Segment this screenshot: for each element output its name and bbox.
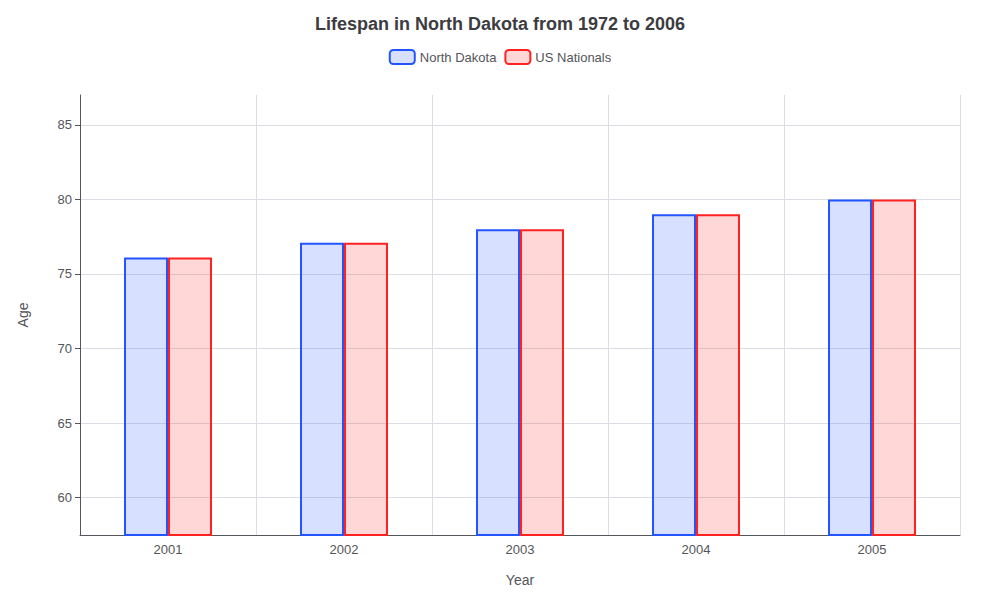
svg-text:60: 60 — [58, 490, 72, 505]
svg-text:2003: 2003 — [506, 542, 535, 557]
svg-text:65: 65 — [58, 416, 72, 431]
svg-text:2004: 2004 — [682, 542, 711, 557]
svg-text:US Nationals: US Nationals — [535, 50, 611, 65]
svg-text:Year: Year — [506, 572, 535, 588]
svg-text:2002: 2002 — [330, 542, 359, 557]
svg-text:North Dakota: North Dakota — [420, 50, 497, 65]
svg-text:80: 80 — [58, 192, 72, 207]
svg-text:70: 70 — [58, 341, 72, 356]
svg-text:75: 75 — [58, 266, 72, 281]
svg-text:2001: 2001 — [154, 542, 183, 557]
svg-text:Lifespan in North Dakota from: Lifespan in North Dakota from 1972 to 20… — [315, 14, 685, 34]
svg-text:85: 85 — [58, 117, 72, 132]
svg-text:2005: 2005 — [858, 542, 887, 557]
svg-text:Age: Age — [15, 302, 31, 327]
